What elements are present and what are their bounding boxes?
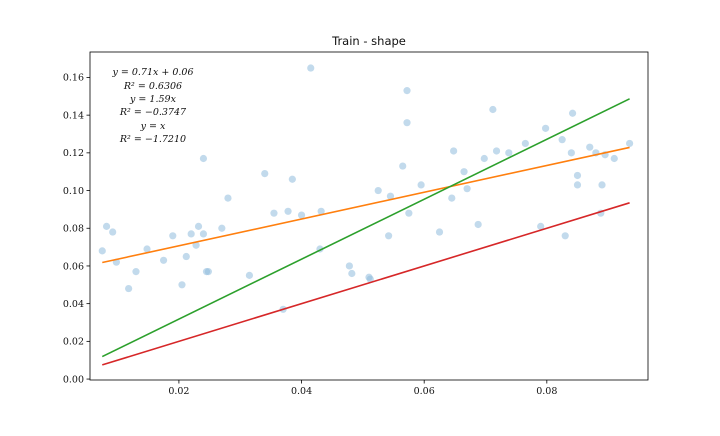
data-point — [348, 269, 356, 278]
data-point — [307, 64, 315, 72]
data-point — [573, 171, 582, 180]
y-tick-label: 0.04 — [63, 299, 84, 310]
y-tick-label: 0.14 — [63, 110, 84, 121]
data-point — [284, 207, 292, 215]
data-point — [405, 209, 413, 217]
data-point — [345, 262, 353, 270]
data-point — [102, 222, 111, 230]
fit-line-proportional — [101, 98, 630, 358]
data-point — [187, 230, 195, 238]
fit-annotations: y = 0.71x + 0.06 R² = 0.6306 y = 1.59x R… — [111, 67, 193, 145]
data-point — [199, 230, 208, 238]
data-point — [317, 207, 325, 215]
annotation-r2-proportional: R² = −0.3747 — [119, 107, 187, 118]
axis-ticks: 0.02 0.04 0.06 0.08 0.00 0.02 0.04 0.06 0.08 0.10… — [63, 73, 558, 397]
y-tick-label: 0.12 — [63, 148, 84, 159]
data-point — [403, 119, 411, 127]
annotation-equation-identity: y = x — [140, 121, 166, 132]
data-point — [366, 275, 374, 283]
y-tick-label: 0.02 — [63, 337, 84, 348]
data-point — [218, 224, 226, 232]
y-tick-label: 0.10 — [63, 186, 84, 197]
x-tick-label: 0.04 — [291, 386, 312, 397]
data-point — [245, 271, 254, 279]
annotation-r2-linear: R² = 0.6306 — [123, 81, 182, 92]
annotation-equation-linear: y = 0.71x + 0.06 — [111, 67, 193, 78]
data-point — [270, 209, 278, 217]
data-point — [297, 211, 306, 219]
data-point — [505, 149, 513, 157]
data-point — [417, 181, 425, 189]
data-point — [567, 149, 575, 157]
fit-line-linear — [102, 146, 630, 264]
data-point — [288, 175, 296, 183]
data-point — [109, 228, 117, 236]
data-point — [568, 109, 577, 117]
data-point — [261, 169, 269, 178]
data-point — [194, 222, 203, 230]
data-point — [143, 245, 151, 253]
data-point — [480, 154, 488, 163]
data-point — [586, 143, 594, 151]
annotation-r2-identity: R² = −1.7210 — [119, 134, 186, 145]
data-point — [521, 139, 529, 148]
y-tick-label: 0.06 — [63, 261, 84, 272]
data-point — [598, 181, 606, 189]
data-point — [542, 124, 550, 132]
data-point — [204, 268, 212, 276]
data-point — [199, 154, 208, 163]
data-point — [125, 284, 133, 293]
data-point — [573, 181, 582, 189]
data-point — [169, 232, 177, 240]
data-point — [537, 222, 545, 230]
data-point — [489, 105, 497, 114]
x-tick-label: 0.06 — [414, 386, 435, 397]
x-tick-label: 0.08 — [536, 386, 557, 397]
data-point — [374, 186, 382, 195]
identity-line — [102, 202, 630, 366]
data-point — [159, 256, 168, 264]
data-point — [450, 147, 458, 155]
data-point — [435, 228, 444, 236]
data-point — [474, 220, 482, 229]
data-point — [558, 136, 566, 144]
data-point — [460, 168, 468, 176]
data-point — [492, 147, 501, 155]
data-point — [610, 154, 618, 163]
data-point — [463, 185, 471, 193]
data-point — [386, 192, 395, 200]
data-point — [98, 247, 106, 255]
data-point — [626, 139, 634, 148]
data-point — [192, 241, 200, 249]
data-point — [399, 162, 407, 170]
plot-frame — [89, 51, 649, 381]
data-point — [132, 268, 140, 276]
data-point — [403, 87, 411, 95]
x-tick-label: 0.02 — [168, 386, 189, 397]
annotation-equation-proportional: y = 1.59x — [129, 94, 177, 105]
y-tick-label: 0.08 — [63, 224, 84, 235]
chart-title: Train - shape — [331, 34, 406, 48]
data-point — [224, 194, 232, 202]
data-point — [178, 281, 186, 289]
data-point — [385, 232, 393, 240]
data-point — [182, 252, 190, 261]
y-tick-label: 0.16 — [63, 73, 84, 84]
data-point — [561, 232, 569, 240]
y-tick-label: 0.00 — [63, 374, 84, 385]
data-point — [448, 194, 456, 202]
plot-area — [98, 64, 634, 366]
